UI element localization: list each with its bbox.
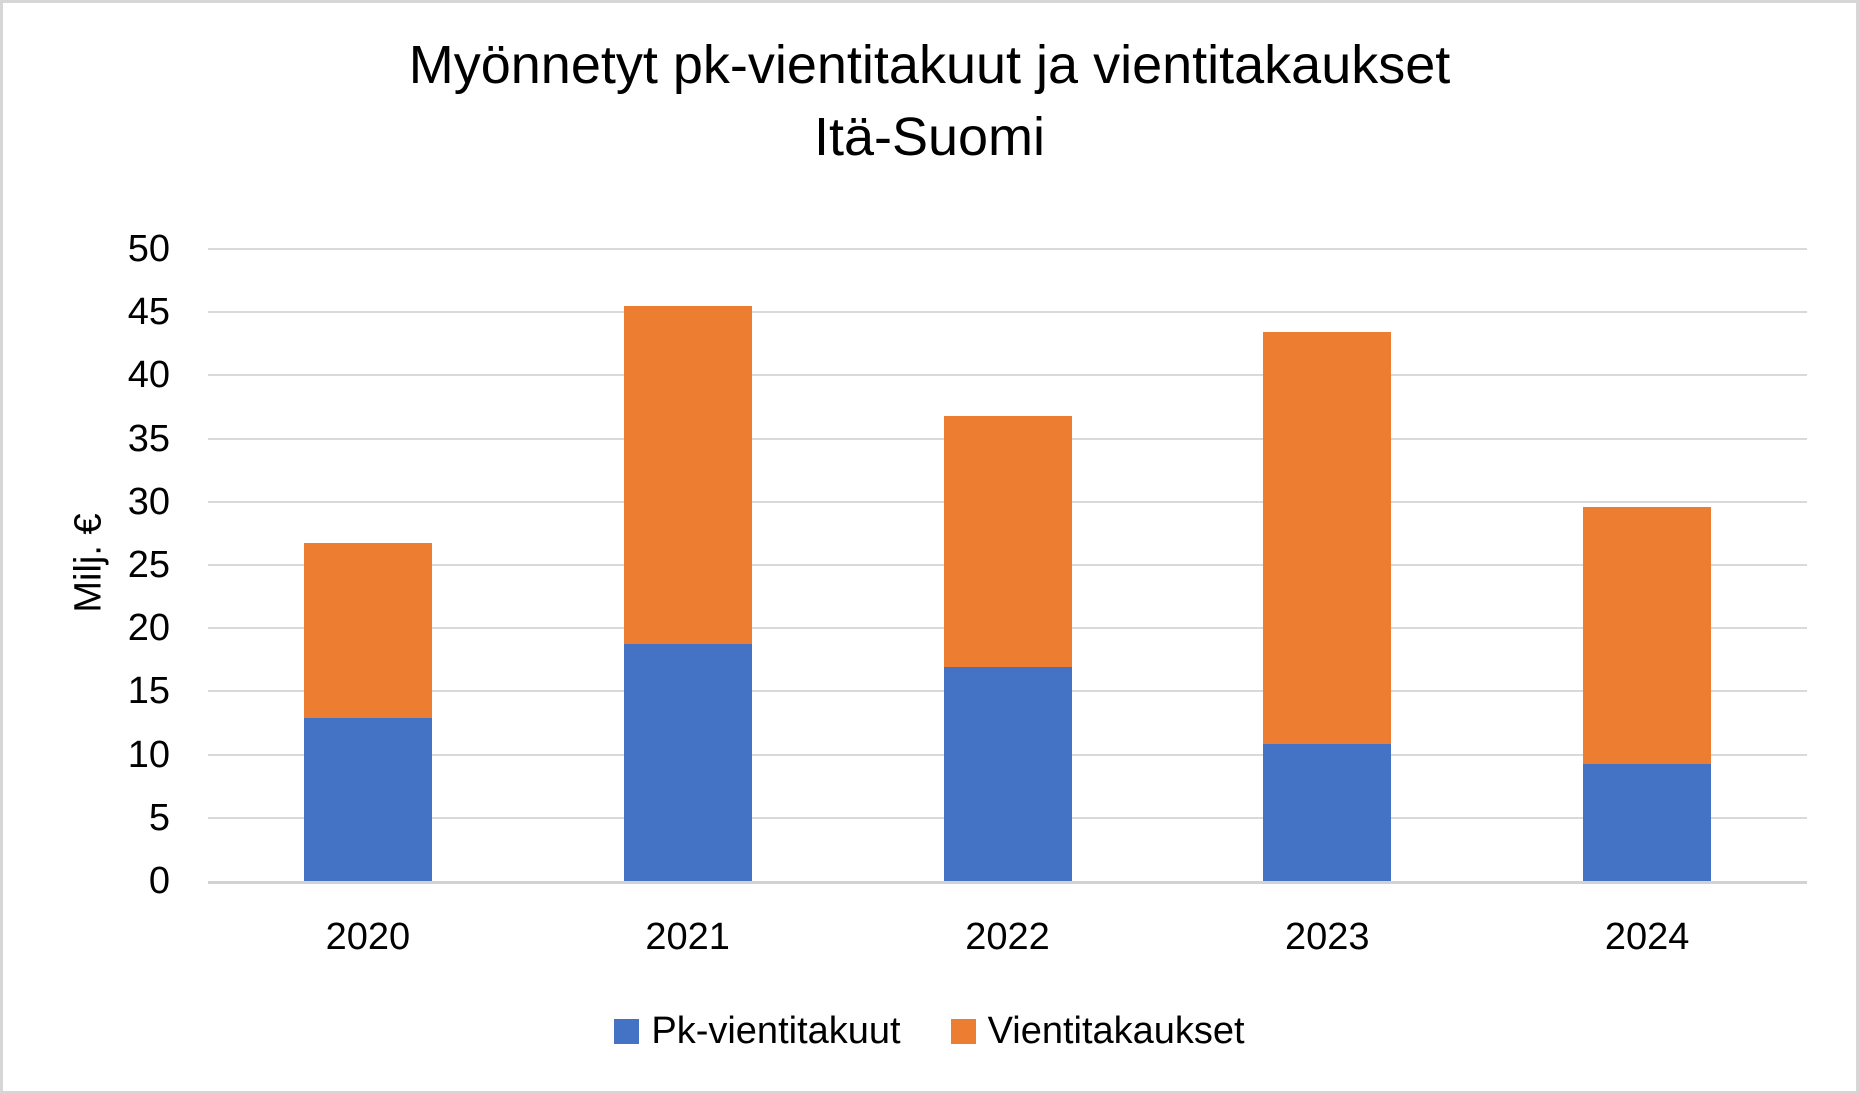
bar-segment-Pk-vientitakuut-2021 <box>623 644 752 882</box>
bar-2024 <box>1583 506 1712 882</box>
x-axis-label-2022: 2022 <box>965 916 1050 958</box>
y-tick-label-35: 35 <box>127 417 170 460</box>
bar-segment-Vientitakaukset-2022 <box>943 415 1072 668</box>
y-tick-label-25: 25 <box>127 544 170 586</box>
bar-segment-Pk-vientitakuut-2020 <box>303 717 432 882</box>
legend-item-Vientitakaukset: Vientitakaukset <box>950 1009 1245 1053</box>
y-tick-label-40: 40 <box>127 354 170 397</box>
bar-2021 <box>623 305 752 882</box>
chart-title: Myönnetyt pk-vientitakuut ja vientitakau… <box>3 29 1856 173</box>
bar-2022 <box>943 415 1072 882</box>
gridline-50 <box>208 248 1807 250</box>
y-tick-label-5: 5 <box>148 796 170 839</box>
x-axis-label-2023: 2023 <box>1285 916 1370 958</box>
plot-area <box>208 248 1807 884</box>
y-tick-label-50: 50 <box>127 228 170 270</box>
y-tick-label-15: 15 <box>127 670 170 713</box>
bar-segment-Pk-vientitakuut-2022 <box>943 667 1072 882</box>
bar-segment-Vientitakaukset-2023 <box>1263 332 1392 745</box>
bar-segment-Vientitakaukset-2024 <box>1583 506 1712 765</box>
gridline-45 <box>208 311 1807 314</box>
bar-segment-Pk-vientitakuut-2023 <box>1263 744 1392 882</box>
bar-segment-Vientitakaukset-2020 <box>303 543 432 718</box>
y-tick-label-10: 10 <box>127 733 170 776</box>
gridline-40 <box>208 374 1807 377</box>
legend-swatch-icon <box>950 1018 976 1044</box>
y-tick-label-45: 45 <box>127 291 170 334</box>
x-axis-label-2024: 2024 <box>1604 916 1690 958</box>
legend-label: Vientitakaukset <box>987 1010 1245 1052</box>
chart-title-line2: Itä-Suomi <box>813 107 1046 167</box>
legend-item-Pk-vientitakuut: Pk-vientitakuut <box>614 1009 901 1053</box>
bar-segment-Vientitakaukset-2021 <box>623 305 752 645</box>
x-axis-label-2021: 2021 <box>645 916 730 958</box>
y-tick-label-0: 0 <box>148 860 170 902</box>
x-axis-line <box>208 881 1807 884</box>
legend-swatch-icon <box>614 1018 640 1044</box>
bar-2023 <box>1263 332 1392 882</box>
y-tick-label-20: 20 <box>127 607 170 650</box>
bar-segment-Pk-vientitakuut-2024 <box>1583 764 1712 882</box>
bar-2020 <box>303 543 432 882</box>
chart-title-line1: Myönnetyt pk-vientitakuut ja vientitakau… <box>408 35 1451 95</box>
legend: Pk-vientitakuut Vientitakaukset <box>3 1009 1856 1053</box>
y-tick-label-30: 30 <box>127 480 170 523</box>
x-axis-label-2020: 2020 <box>325 916 411 958</box>
legend-label: Pk-vientitakuut <box>651 1010 901 1052</box>
